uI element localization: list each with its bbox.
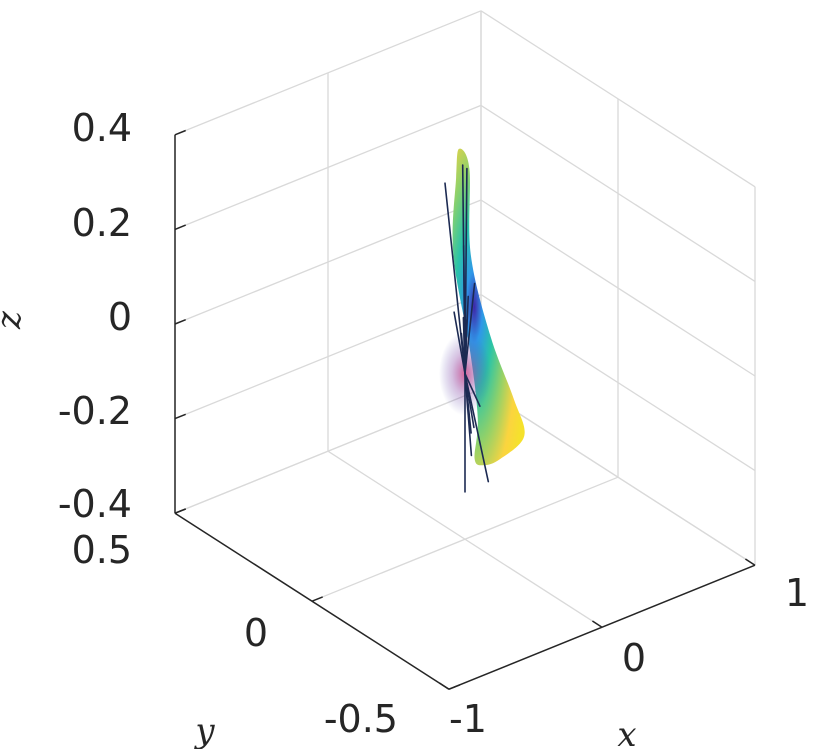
- y-tick-label: -0.5: [324, 697, 398, 741]
- z-tick-labels: 0.4 0.2 0 -0.2 -0.4: [58, 106, 132, 526]
- z-tick-mark: [175, 414, 186, 418]
- z-tick-label: -0.4: [58, 482, 132, 526]
- y-tick-labels: 0.5 0 -0.5: [72, 528, 398, 741]
- y-tick-label: 0: [244, 611, 268, 655]
- y-tick-mark: [312, 597, 323, 601]
- x-axis-label: x: [617, 715, 636, 749]
- z-tick-mark: [175, 225, 186, 229]
- x-tick-mark: [745, 559, 755, 565]
- z-tick-label: 0: [108, 295, 132, 339]
- z-tick-label: -0.2: [58, 389, 132, 433]
- z-axis-label: z: [0, 310, 29, 330]
- x-tick-label: 1: [785, 571, 809, 615]
- x-tick-mark: [439, 683, 449, 689]
- z-tick-mark: [175, 131, 186, 135]
- x-tick-label: 0: [622, 636, 646, 680]
- z-tick-label: 0.4: [72, 106, 132, 150]
- x-tick-label: -1: [449, 697, 487, 741]
- y-tick-label: 0.5: [72, 528, 132, 572]
- grid-line: [312, 477, 618, 601]
- x-tick-mark: [592, 621, 602, 627]
- y-axis-label: y: [193, 711, 215, 749]
- z-tick-label: 0.2: [72, 201, 132, 245]
- y-tick-mark: [449, 685, 460, 689]
- y-tick-mark: [175, 509, 186, 513]
- z-tick-mark: [175, 320, 186, 324]
